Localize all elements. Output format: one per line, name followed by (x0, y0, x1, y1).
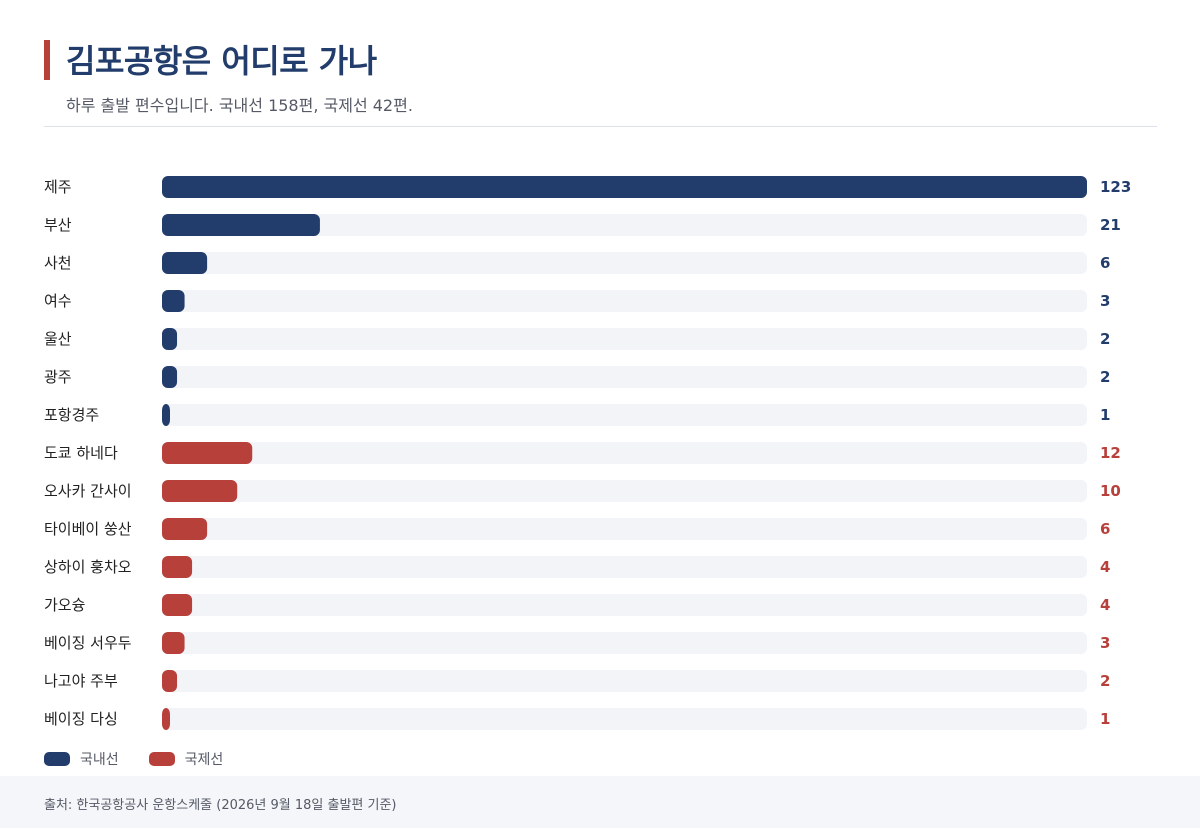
bar-international (162, 708, 170, 730)
bar-track (162, 290, 1087, 312)
category-label: 사천 (44, 254, 72, 272)
bar-track (162, 442, 1087, 464)
value-label: 3 (1100, 634, 1110, 652)
title-accent-bar (44, 40, 50, 80)
legend-label-international: 국제선 (184, 752, 224, 768)
bar-track (162, 480, 1087, 502)
value-label: 6 (1100, 254, 1110, 272)
category-label: 부산 (44, 216, 72, 234)
bar-international (162, 518, 208, 540)
bar-track (162, 670, 1087, 692)
category-label: 도쿄 하네다 (44, 444, 118, 462)
value-label: 2 (1100, 330, 1110, 348)
category-label: 제주 (44, 178, 72, 196)
value-label: 4 (1100, 558, 1110, 576)
bar-track (162, 328, 1087, 350)
legend-item-international: 국제선 (148, 749, 224, 769)
category-label: 광주 (44, 368, 72, 386)
bar-international (162, 670, 178, 692)
legend-swatch-international (148, 752, 175, 766)
bar-track (162, 594, 1087, 616)
value-label: 2 (1100, 672, 1110, 690)
value-label: 10 (1100, 482, 1121, 500)
legend: 국내선 국제선 (44, 748, 253, 770)
category-label: 가오슝 (44, 596, 85, 614)
chart-title: 김포공항은 어디로 가나 (66, 42, 377, 80)
bar-domestic (162, 290, 185, 312)
bar-domestic (162, 214, 320, 236)
header-divider (44, 126, 1157, 127)
category-label: 베이징 서우두 (44, 634, 132, 652)
category-label: 상하이 훙차오 (44, 558, 132, 576)
category-label: 나고야 주부 (44, 672, 118, 690)
category-label: 울산 (44, 330, 72, 348)
bar-track (162, 366, 1087, 388)
bar-international (162, 442, 253, 464)
category-label: 오사카 간사이 (44, 482, 132, 500)
source-note: 출처: 한국공항공사 운항스케줄 (2026년 9월 18일 출발편 기준) (44, 798, 397, 813)
bar-track (162, 214, 1087, 236)
value-label: 1 (1100, 406, 1110, 424)
value-label: 12 (1100, 444, 1121, 462)
bar-track (162, 518, 1087, 540)
chart-subtitle: 하루 출발 편수입니다. 국내선 158편, 국제선 42편. (66, 96, 413, 115)
category-label: 타이베이 쑹산 (44, 520, 132, 538)
value-label: 2 (1100, 368, 1110, 386)
bar-international (162, 480, 238, 502)
value-label: 3 (1100, 292, 1110, 310)
legend-swatch-domestic (44, 752, 70, 766)
bar-domestic (162, 328, 178, 350)
bar-international (162, 632, 185, 654)
value-label: 21 (1100, 216, 1121, 234)
value-label: 1 (1100, 710, 1110, 728)
bar-domestic (162, 252, 208, 274)
bar-track (162, 632, 1087, 654)
bar-track (162, 556, 1087, 578)
bar-international (162, 594, 193, 616)
bar-international (162, 556, 193, 578)
category-label: 베이징 다싱 (44, 710, 118, 728)
category-label: 여수 (44, 292, 72, 310)
bar-track (162, 708, 1087, 730)
category-label: 포항경주 (44, 406, 99, 424)
value-label: 4 (1100, 596, 1110, 614)
bar-domestic (162, 404, 170, 426)
value-label: 123 (1100, 178, 1131, 196)
footer: 출처: 한국공항공사 운항스케줄 (2026년 9월 18일 출발편 기준) (0, 776, 1200, 828)
bar-domestic (162, 176, 1087, 198)
bar-domestic (162, 366, 178, 388)
legend-item-domestic: 국내선 (44, 749, 119, 769)
value-label: 6 (1100, 520, 1110, 538)
bar-track (162, 252, 1087, 274)
bar-track (162, 404, 1087, 426)
legend-label-domestic: 국내선 (80, 752, 119, 768)
